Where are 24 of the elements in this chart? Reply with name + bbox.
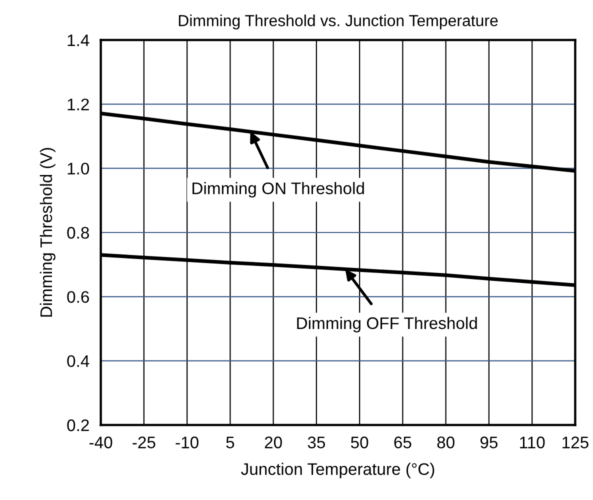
- x-tick-label: 5: [226, 436, 234, 448]
- x-tick-label: 20: [264, 436, 282, 448]
- x-tick-label: -40: [90, 436, 112, 448]
- y-tick-label: 0.4: [67, 355, 90, 368]
- x-tick-label: 125: [562, 436, 588, 448]
- x-tick-label: 65: [394, 436, 412, 448]
- x-tick-label: 80: [437, 436, 454, 448]
- y-axis-title: Dimming Threshold (V): [40, 148, 56, 317]
- y-tick-label: 1.4: [68, 34, 90, 46]
- y-tick-label: 1.2: [68, 98, 89, 110]
- y-tick-label: 0.2: [67, 419, 89, 432]
- annotation: Dimming ON Threshold: [192, 182, 364, 198]
- y-tick-label: 0.6: [67, 291, 89, 303]
- chart-title: Dimming Threshold vs. Junction Temperature: [178, 14, 498, 30]
- x-tick-label: 95: [480, 436, 498, 448]
- x-tick-label: -10: [176, 436, 198, 448]
- x-tick-label: -25: [132, 436, 156, 448]
- x-axis-title: Junction Temperature (°C): [241, 462, 434, 478]
- annotation: Dimming OFF Threshold: [297, 316, 477, 332]
- x-tick-label: 50: [350, 436, 368, 448]
- y-tick-label: 1.0: [68, 162, 90, 175]
- x-tick-label: 35: [308, 436, 326, 448]
- y-tick-label: 0.8: [67, 226, 89, 239]
- x-tick-label: 110: [520, 436, 545, 448]
